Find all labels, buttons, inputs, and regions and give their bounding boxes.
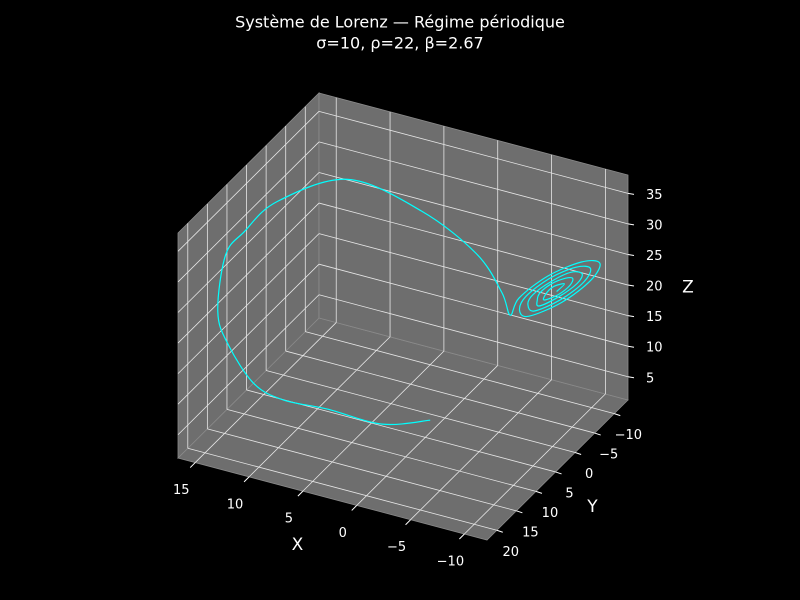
grid-line (318, 172, 629, 255)
y-tick-label: 0 (585, 467, 593, 482)
tick-mark (555, 471, 562, 475)
tick-mark (243, 476, 250, 483)
x-tick-label: 0 (339, 526, 347, 541)
grid-line (305, 331, 615, 414)
grid-line (464, 393, 606, 535)
y-tick-label: −5 (599, 448, 618, 463)
tick-mark (351, 505, 358, 511)
z-axis-label: Z (682, 278, 694, 298)
grid-line (207, 428, 517, 512)
tick-mark (189, 462, 196, 468)
y-tick-label: −10 (615, 428, 642, 443)
y-tick-label: 10 (542, 506, 559, 521)
trajectory (217, 178, 601, 426)
z-tick-label: 20 (646, 280, 663, 295)
tick-mark (405, 519, 411, 526)
grid-line (177, 263, 320, 405)
tick-mark (627, 284, 635, 287)
grid-line (187, 447, 497, 531)
tick-mark (516, 510, 523, 514)
tick-mark (627, 192, 635, 195)
y-tick-label: 15 (522, 525, 539, 540)
y-axis-label: Y (586, 497, 598, 517)
grid-line (177, 233, 320, 374)
x-tick-label: −10 (437, 555, 464, 570)
tick-mark (594, 432, 601, 436)
x-axis-label: X (292, 535, 304, 555)
z-tick-label: 35 (646, 188, 663, 203)
x-tick-label: 15 (173, 483, 190, 498)
tick-mark (574, 452, 582, 455)
tick-mark (459, 533, 465, 540)
grid-line (177, 172, 320, 313)
grid-line (318, 294, 629, 378)
grid-line (318, 141, 629, 225)
tick-mark (297, 490, 304, 497)
z-tick-label: 25 (646, 249, 663, 264)
chart-subtitle: σ=10, ρ=22, β=2.67 (316, 34, 483, 53)
tick-mark (627, 253, 635, 256)
z-tick-label: 10 (646, 341, 663, 356)
x-tick-label: 5 (285, 512, 293, 527)
x-tick-label: −5 (387, 540, 406, 555)
grid-line (266, 370, 576, 453)
grid-line (177, 141, 320, 283)
grid-line (318, 263, 629, 347)
grid-line (177, 111, 320, 252)
grid-line (177, 202, 320, 344)
pane-back (318, 92, 629, 401)
grid-line (410, 379, 552, 520)
tick-mark (535, 490, 543, 494)
x-tick-label: 10 (227, 497, 244, 512)
tick-mark (627, 315, 635, 318)
z-tick-label: 30 (646, 218, 663, 233)
chart-title: Système de Lorenz — Régime périodique (235, 13, 565, 32)
grid-line (285, 350, 595, 434)
grid-line (318, 110, 629, 194)
tick-mark (627, 345, 635, 348)
grid-line (302, 350, 445, 492)
y-tick-label: 20 (503, 545, 520, 560)
z-tick-label: 15 (646, 310, 663, 325)
grid-line (318, 233, 629, 317)
y-tick-label: 5 (565, 486, 573, 501)
grid-line (177, 294, 320, 436)
tick-mark (614, 413, 621, 417)
tick-mark (627, 376, 635, 379)
tick-mark (627, 223, 635, 226)
z-tick-label: 5 (646, 371, 654, 386)
grid-line (226, 409, 537, 492)
tick-mark (496, 529, 503, 533)
grid-line (356, 365, 499, 506)
